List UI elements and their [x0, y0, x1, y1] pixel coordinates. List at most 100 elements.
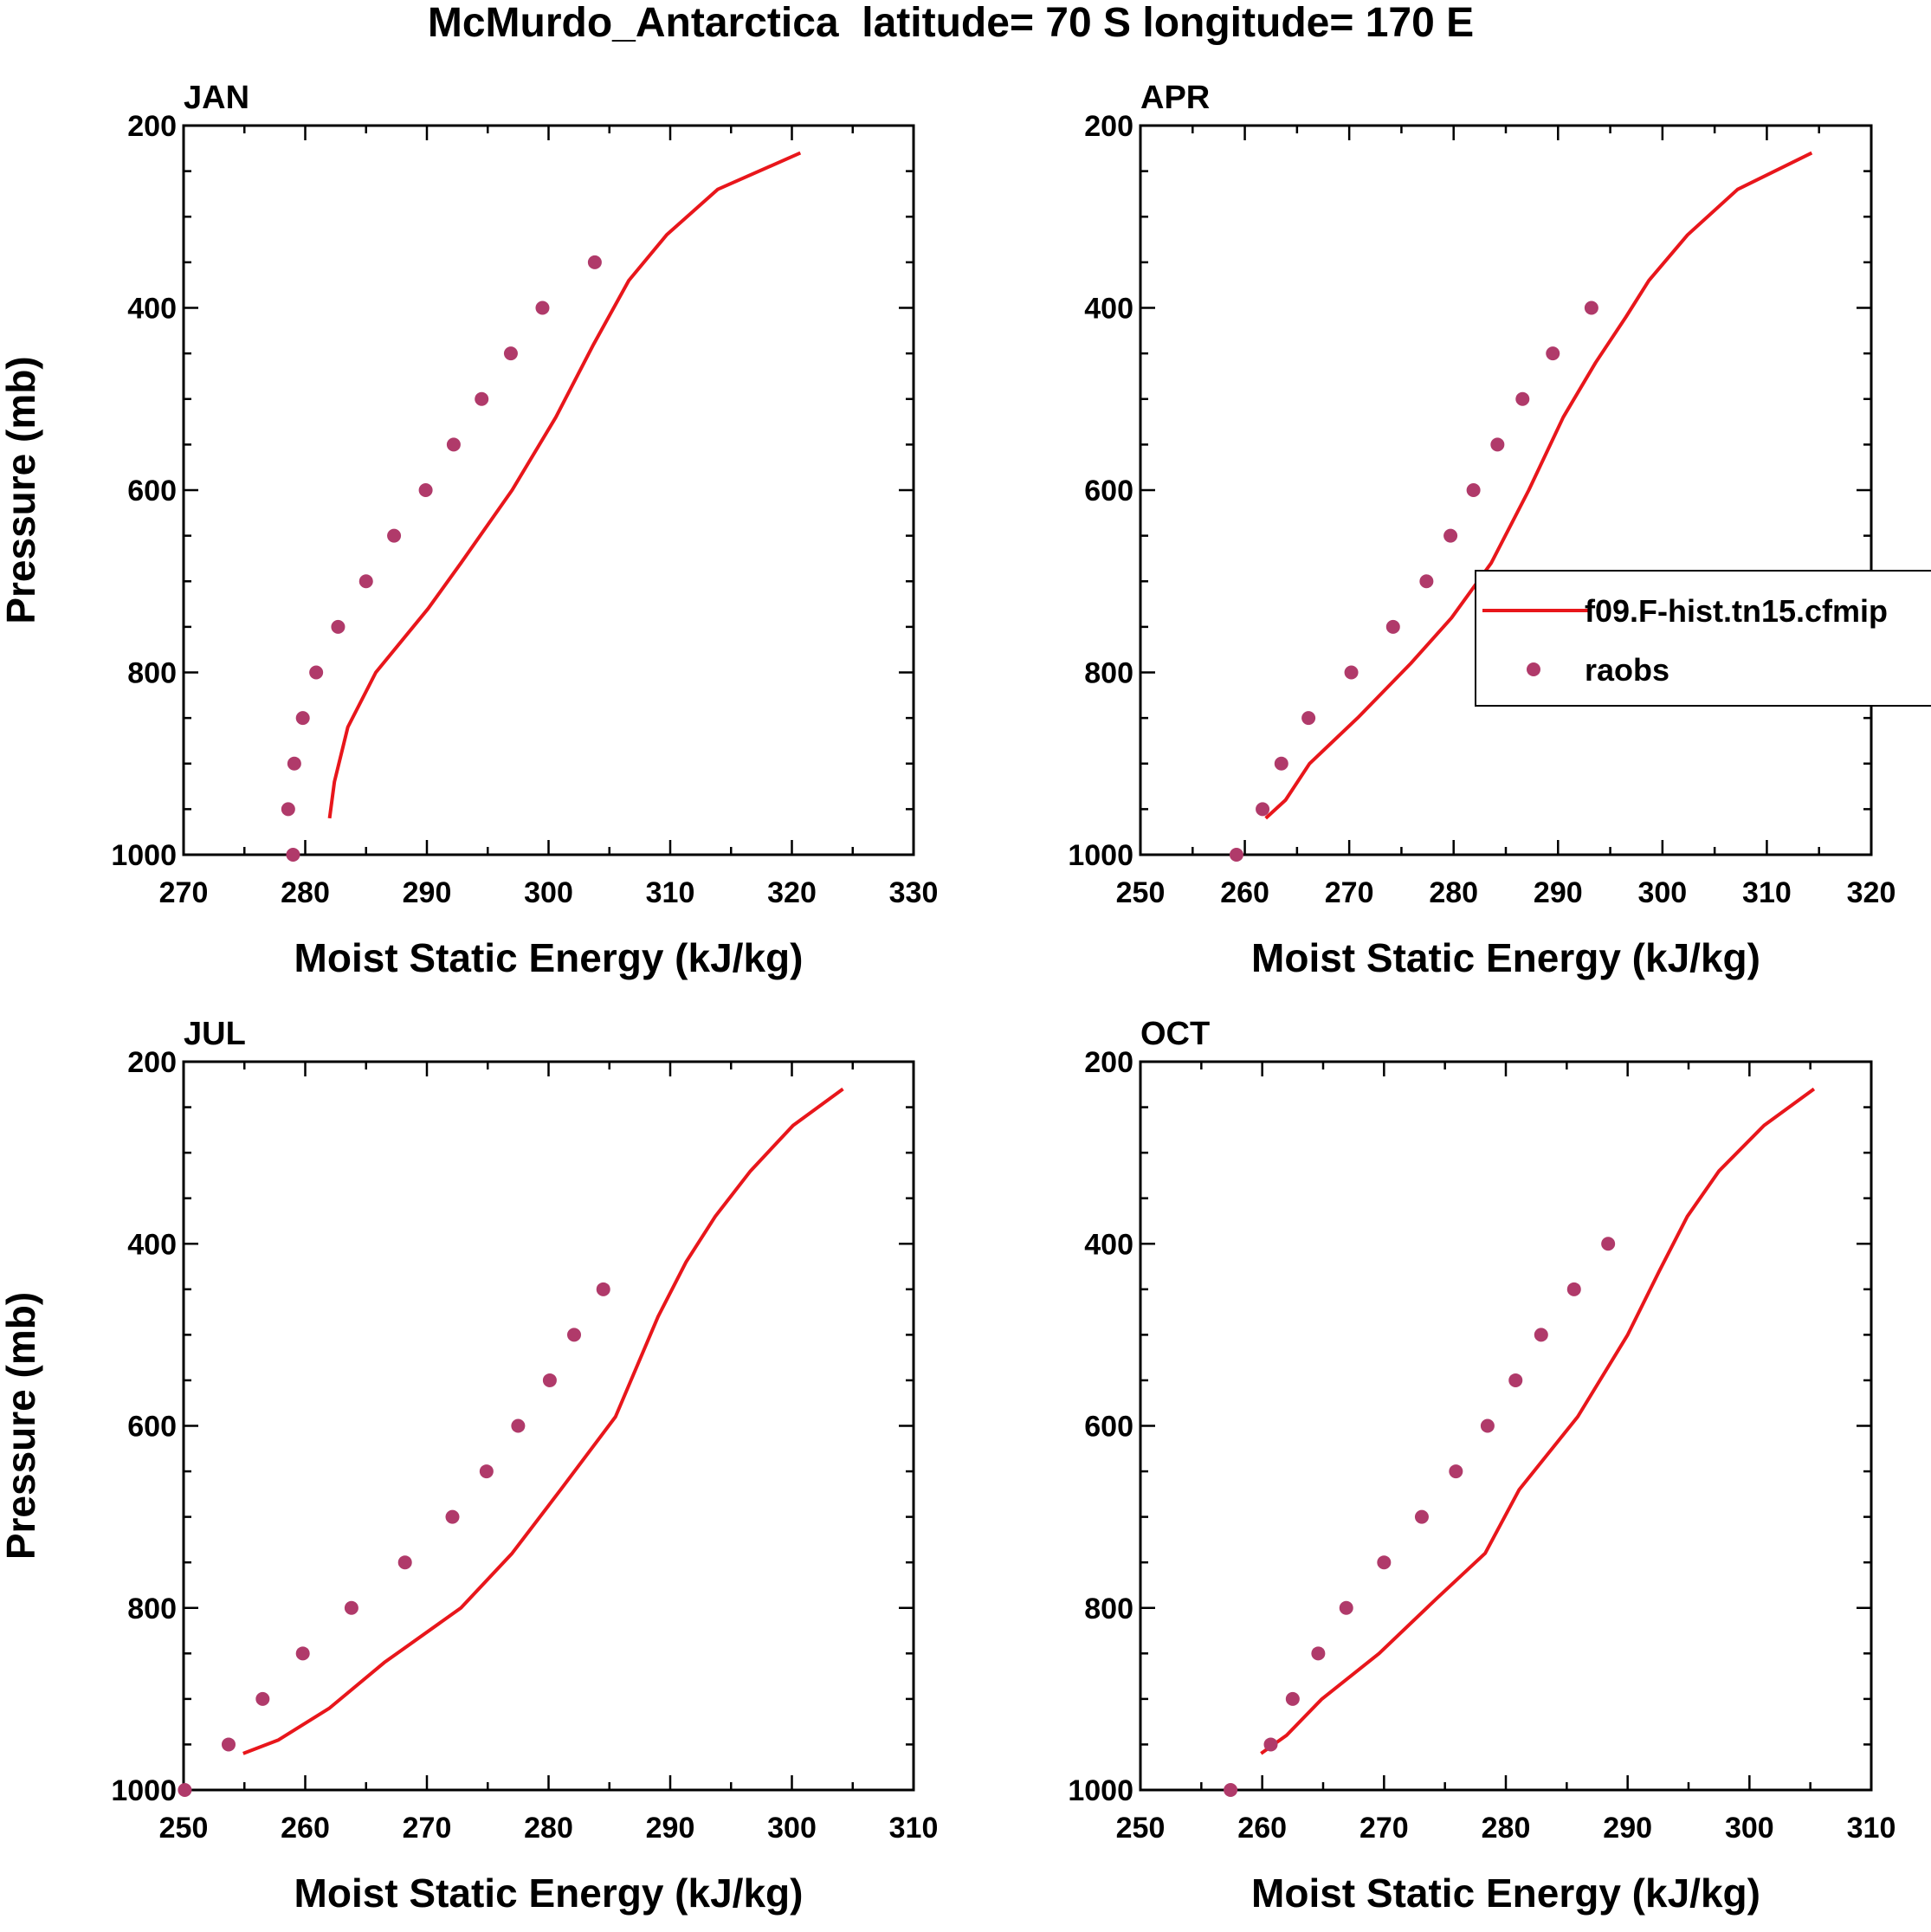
raobs-point: [281, 802, 295, 817]
x-tick-label: 300: [767, 1812, 817, 1845]
plot-frame: [1139, 1060, 1873, 1792]
raobs-point: [445, 1509, 460, 1524]
y-tick-label: 1000: [111, 1774, 177, 1807]
panels-group: 270 280 290 300 310 320 330 200 400 600 800 1000 JAN…: [0, 80, 1895, 1916]
x-axis-label: Moist Static Energy (kJ/kg): [1251, 1871, 1760, 1916]
raobs-point: [1339, 1600, 1353, 1615]
y-tick-label: 200: [1084, 1046, 1133, 1079]
model-profile-line: [242, 1087, 844, 1755]
raobs-point: [596, 1282, 610, 1296]
raobs-point: [1229, 848, 1243, 862]
raobs-point: [1274, 756, 1288, 771]
panel-jul: 250 260 270 280 290 300 310 200 400 600 800 1000 JUL…: [0, 1016, 938, 1916]
y-tick-label: 400: [127, 1228, 177, 1261]
figure-title: McMurdo_Antarctica latitude= 70 S longit…: [428, 0, 1474, 46]
raobs-point: [1508, 1373, 1523, 1387]
x-tick-label: 290: [403, 876, 452, 909]
plot-frame: [182, 124, 915, 856]
raobs-point: [475, 391, 489, 406]
x-tick-label: 290: [1603, 1812, 1652, 1845]
panel-apr: 250 260 270 280 290 300 310 320 200 400 600 800 1000…: [1068, 80, 1895, 980]
y-tick-label: 200: [1084, 110, 1133, 143]
raobs-point: [418, 483, 433, 497]
plot-frame: [182, 1060, 915, 1792]
x-tick-label: 300: [1725, 1812, 1774, 1845]
raobs-point: [255, 1691, 270, 1706]
x-tick-label: 300: [524, 876, 573, 909]
panel-title: JUL: [184, 1016, 246, 1052]
x-tick-label: 250: [1116, 876, 1166, 909]
y-tick-label: 200: [127, 110, 177, 143]
raobs-point: [479, 1464, 494, 1479]
raobs-point: [1301, 711, 1316, 726]
raobs-point: [1546, 346, 1560, 361]
y-tick-label: 800: [1084, 1593, 1133, 1625]
x-tick-label: 270: [159, 876, 209, 909]
x-tick-label: 310: [1742, 876, 1792, 909]
y-tick-label: 600: [1084, 1411, 1133, 1444]
x-tick-label: 310: [1847, 1812, 1896, 1845]
x-tick-label: 260: [281, 1812, 330, 1845]
x-tick-label: 250: [1116, 1812, 1166, 1845]
model-profile-line: [327, 151, 802, 819]
raobs-point: [1344, 665, 1359, 680]
raobs-point: [1584, 300, 1598, 315]
x-tick-label: 290: [1534, 876, 1583, 909]
raobs-point: [1490, 437, 1505, 452]
model-profile-line: [1260, 1087, 1816, 1755]
y-tick-label: 600: [127, 1411, 177, 1444]
raobs-point: [1377, 1555, 1392, 1570]
raobs-point: [1311, 1646, 1326, 1661]
raobs-point: [1566, 1282, 1581, 1296]
raobs-point: [535, 300, 550, 315]
x-tick-label: 260: [1220, 876, 1269, 909]
y-tick-label: 1000: [1068, 839, 1133, 872]
raobs-point: [1263, 1737, 1278, 1752]
raobs-point: [295, 711, 310, 726]
x-tick-label: 260: [1237, 1812, 1287, 1845]
x-tick-label: 310: [646, 876, 695, 909]
legend-marker-swatch: [1527, 662, 1540, 676]
x-tick-label: 320: [767, 876, 817, 909]
model-profile-line: [1264, 151, 1813, 820]
raobs-point: [295, 1646, 310, 1661]
raobs-point: [287, 756, 301, 771]
raobs-point: [1443, 528, 1458, 543]
panel-title: JAN: [184, 80, 249, 116]
panel-title: APR: [1140, 80, 1210, 116]
y-tick-label: 400: [1084, 293, 1133, 326]
x-tick-label: 280: [281, 876, 330, 909]
raobs-point: [1534, 1328, 1548, 1342]
raobs-point: [511, 1418, 526, 1433]
raobs-point: [221, 1737, 236, 1752]
raobs-point: [1385, 619, 1400, 634]
x-tick-label: 270: [1325, 876, 1374, 909]
y-tick-label: 600: [127, 475, 177, 507]
legend-label-model: f09.F-hist.tn15.cfmip: [1585, 593, 1888, 629]
y-tick-label: 1000: [111, 839, 177, 872]
raobs-point: [344, 1600, 358, 1615]
y-tick-label: 400: [127, 293, 177, 326]
raobs-point: [567, 1328, 582, 1342]
panel-title: OCT: [1140, 1016, 1210, 1052]
x-tick-label: 270: [1359, 1812, 1409, 1845]
x-tick-label: 330: [889, 876, 939, 909]
raobs-point: [1515, 391, 1530, 406]
x-tick-label: 280: [1429, 876, 1478, 909]
raobs-point: [358, 574, 373, 589]
y-axis-label: Pressure (mb): [0, 356, 43, 624]
x-tick-label: 270: [403, 1812, 452, 1845]
raobs-point: [1285, 1691, 1300, 1706]
y-tick-label: 1000: [1068, 1774, 1133, 1807]
raobs-point: [286, 848, 300, 862]
raobs-point: [1480, 1418, 1495, 1433]
y-tick-label: 600: [1084, 475, 1133, 507]
raobs-point: [178, 1783, 192, 1797]
raobs-point: [503, 346, 518, 361]
x-tick-label: 250: [159, 1812, 209, 1845]
panel-jan: 270 280 290 300 310 320 330 200 400 600 800 1000 JAN…: [0, 80, 938, 980]
raobs-point: [446, 437, 461, 452]
legend: f09.F-hist.tn15.cfmip raobs: [1475, 570, 1931, 707]
raobs-point: [1419, 574, 1434, 589]
